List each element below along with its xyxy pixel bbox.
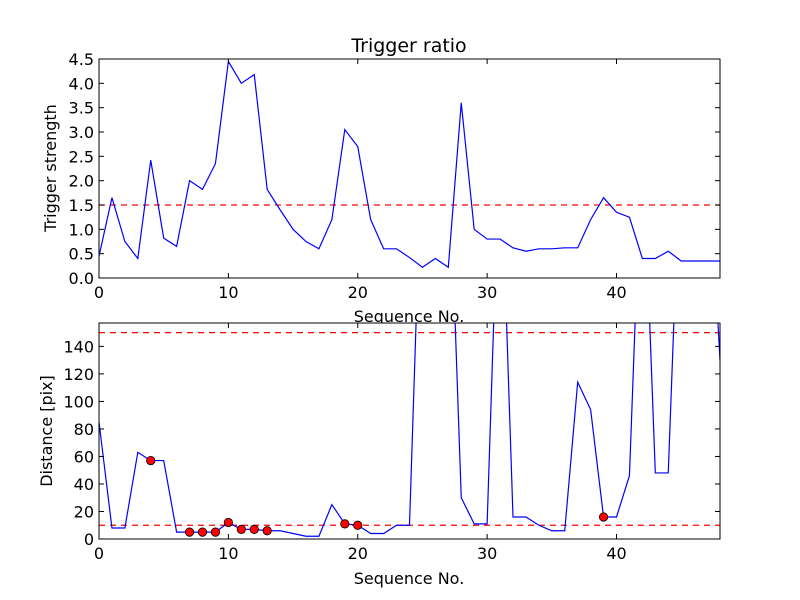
y-tick-label: 2.0 bbox=[69, 172, 94, 191]
x-tick-label: 20 bbox=[348, 544, 368, 563]
axis-ticks: 0 10 20 30 40 0 20 40 60 80 100 120 140 bbox=[63, 323, 720, 563]
x-axis-label: Sequence No. bbox=[354, 307, 465, 326]
distance-chart: 0 10 20 30 40 0 20 40 60 80 100 120 140 Sequence No.… bbox=[37, 322, 721, 588]
y-tick-label: 60 bbox=[74, 447, 94, 466]
plot-frame bbox=[98, 322, 721, 540]
data-point-marker bbox=[223, 517, 233, 528]
y-tick-label: 4.5 bbox=[69, 50, 94, 69]
y-tick-label: 80 bbox=[74, 420, 94, 439]
x-tick-label: 0 bbox=[94, 283, 104, 302]
y-axis-label: Trigger strength bbox=[41, 104, 60, 233]
x-tick-label: 30 bbox=[477, 544, 497, 563]
y-tick-label: 0 bbox=[84, 530, 94, 549]
y-tick-label: 2.5 bbox=[69, 147, 94, 166]
y-tick-label: 0.0 bbox=[69, 269, 94, 288]
data-point-marker bbox=[184, 527, 195, 537]
data-point-marker bbox=[249, 524, 259, 534]
x-axis-label: Sequence No. bbox=[354, 569, 465, 588]
plot-area-background bbox=[99, 59, 720, 278]
data-point-marker bbox=[340, 519, 350, 529]
x-tick-label: 30 bbox=[477, 283, 497, 302]
x-tick-label: 0 bbox=[94, 544, 104, 563]
y-tick-label: 20 bbox=[74, 502, 94, 521]
y-tick-label: 1.0 bbox=[69, 220, 94, 239]
x-tick-label: 40 bbox=[606, 544, 626, 563]
y-tick-label: 100 bbox=[63, 392, 94, 411]
marker-points bbox=[146, 455, 609, 537]
plot-area-background bbox=[99, 323, 720, 539]
y-tick-label: 1.5 bbox=[69, 196, 94, 215]
axis-ticks: 0 10 20 30 40 0.0 0.5 1.0 1.5 2.0 2.5 3.0 3.5 4.0 4.5 bbox=[69, 50, 720, 302]
y-tick-label: 4.0 bbox=[69, 74, 94, 93]
series-line bbox=[99, 59, 720, 269]
y-tick-label: 0.5 bbox=[69, 245, 94, 264]
chart-title: Trigger ratio bbox=[350, 35, 466, 57]
y-tick-label: 3.5 bbox=[69, 99, 94, 118]
data-point-marker bbox=[598, 512, 609, 522]
x-tick-label: 20 bbox=[348, 283, 368, 302]
y-tick-label: 120 bbox=[63, 365, 94, 384]
y-tick-label: 40 bbox=[74, 475, 94, 494]
data-point-marker bbox=[197, 527, 208, 537]
y-axis-label: Distance [pix] bbox=[37, 375, 56, 487]
x-tick-label: 10 bbox=[218, 283, 238, 302]
x-tick-label: 10 bbox=[218, 544, 238, 563]
plot-frame bbox=[98, 58, 721, 279]
data-point-marker bbox=[262, 526, 272, 536]
x-tick-label: 40 bbox=[606, 283, 626, 302]
y-tick-label: 3.0 bbox=[69, 123, 94, 142]
data-point-marker bbox=[353, 520, 363, 530]
data-point-marker bbox=[210, 527, 221, 537]
data-point-marker bbox=[146, 455, 156, 466]
series-lines bbox=[99, 59, 720, 269]
trigger-ratio-chart: Trigger ratio 0 10 20 30 40 0.0 0.5 1.0 1.5 2.0 2.… bbox=[41, 35, 721, 326]
data-point-marker bbox=[236, 524, 246, 534]
y-tick-label: 140 bbox=[63, 337, 94, 356]
